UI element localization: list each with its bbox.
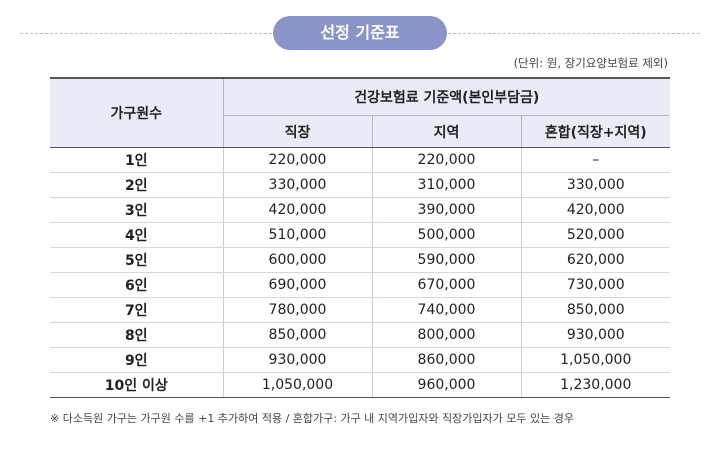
mixed-header: 혼합(직장+지역)	[521, 115, 671, 148]
household-size-cell: 5인	[50, 247, 224, 273]
criteria-table: 가구원수 건강보험료 기준액(본인부담금) 직장 지역 혼합(직장+지역) 1인…	[50, 77, 671, 398]
unit-note: (단위: 원, 장기요양보험료 제외)	[513, 56, 668, 70]
regional-amount-cell: 220,000	[372, 147, 522, 173]
mixed-amount-cell: 620,000	[521, 247, 671, 273]
section-title-badge: 선정 기준표	[273, 16, 447, 50]
workplace-header: 직장	[223, 115, 373, 148]
regional-amount-cell: 740,000	[372, 297, 522, 323]
regional-amount-cell: 590,000	[372, 247, 522, 273]
table-row: 10인 이상 1,050,000 960,000 1,230,000	[50, 372, 671, 398]
household-size-cell: 1인	[50, 147, 224, 173]
mixed-amount-cell: 520,000	[521, 222, 671, 248]
table-body: 1인 220,000 220,000–2인 330,000 310,000 330,000…	[50, 147, 671, 398]
mixed-amount-cell: 330,000	[521, 172, 671, 198]
workplace-amount-cell: 420,000	[223, 197, 373, 223]
mixed-amount-cell: 1,230,000	[521, 372, 671, 398]
table-row: 5인 600,000 590,000 620,000	[50, 247, 671, 273]
workplace-amount-cell: 780,000	[223, 297, 373, 323]
table-row: 7인 780,000 740,000 850,000	[50, 297, 671, 323]
household-size-header: 가구원수	[50, 78, 224, 148]
mixed-amount-cell: 730,000	[521, 272, 671, 298]
workplace-amount-cell: 1,050,000	[223, 372, 373, 398]
workplace-amount-cell: 330,000	[223, 172, 373, 198]
regional-amount-cell: 310,000	[372, 172, 522, 198]
table-row: 1인 220,000 220,000–	[50, 147, 671, 173]
table-row: 8인 850,000 800,000 930,000	[50, 322, 671, 348]
table-row: 2인 330,000 310,000 330,000	[50, 172, 671, 198]
household-size-cell: 6인	[50, 272, 224, 298]
table-row: 9인 930,000 860,000 1,050,000	[50, 347, 671, 373]
footnote: ※ 다소득원 가구는 가구원 수를 +1 추가하여 적용 / 혼합가구: 가구 …	[50, 412, 574, 425]
regional-amount-cell: 500,000	[372, 222, 522, 248]
workplace-amount-cell: 600,000	[223, 247, 373, 273]
workplace-amount-cell: 930,000	[223, 347, 373, 373]
mixed-amount-cell: –	[521, 147, 671, 173]
mixed-amount-cell: 850,000	[521, 297, 671, 323]
regional-amount-cell: 860,000	[372, 347, 522, 373]
regional-header: 지역	[372, 115, 522, 148]
regional-amount-cell: 960,000	[372, 372, 522, 398]
table-row: 3인 420,000 390,000 420,000	[50, 197, 671, 223]
mixed-amount-cell: 420,000	[521, 197, 671, 223]
regional-amount-cell: 390,000	[372, 197, 522, 223]
table-row: 6인 690,000 670,000 730,000	[50, 272, 671, 298]
household-size-cell: 3인	[50, 197, 224, 223]
regional-amount-cell: 670,000	[372, 272, 522, 298]
header-divider-left	[20, 33, 272, 34]
household-size-cell: 4인	[50, 222, 224, 248]
premium-standard-header: 건강보험료 기준액(본인부담금)	[223, 78, 671, 116]
household-size-cell: 7인	[50, 297, 224, 323]
workplace-amount-cell: 850,000	[223, 322, 373, 348]
header-divider-right	[448, 33, 700, 34]
household-size-cell: 9인	[50, 347, 224, 373]
workplace-amount-cell: 220,000	[223, 147, 373, 173]
mixed-amount-cell: 930,000	[521, 322, 671, 348]
table-row: 4인 510,000 500,000 520,000	[50, 222, 671, 248]
mixed-amount-cell: 1,050,000	[521, 347, 671, 373]
workplace-amount-cell: 690,000	[223, 272, 373, 298]
household-size-cell: 10인 이상	[50, 372, 224, 398]
regional-amount-cell: 800,000	[372, 322, 522, 348]
household-size-cell: 2인	[50, 172, 224, 198]
workplace-amount-cell: 510,000	[223, 222, 373, 248]
household-size-cell: 8인	[50, 322, 224, 348]
